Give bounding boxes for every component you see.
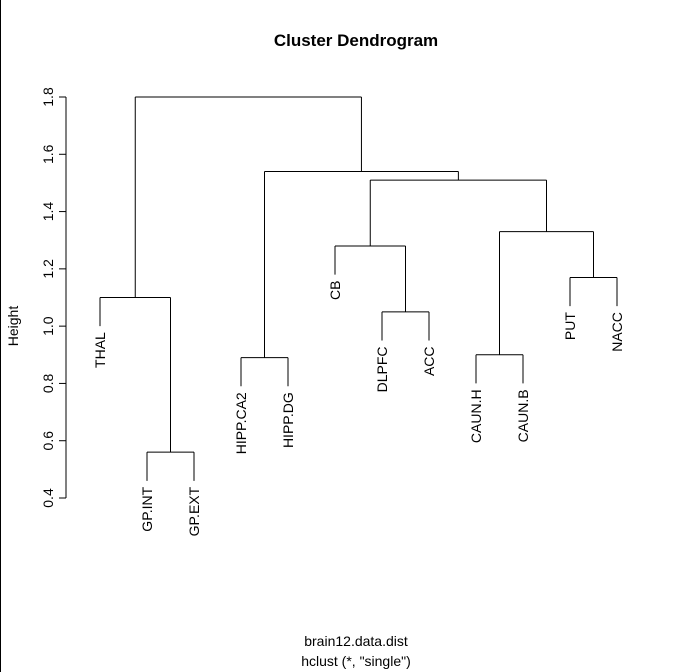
y-tick-label: 0.6: [40, 431, 56, 451]
leaf-label: ACC: [421, 346, 437, 376]
method-label: hclust (*, "single"): [301, 653, 411, 669]
leaf-label: HIPP.CA2: [233, 392, 249, 454]
dendrogram-tree: [99, 96, 618, 481]
y-tick-label: 1.0: [40, 316, 56, 336]
y-tick-label: 1.6: [40, 144, 56, 164]
y-tick-label: 1.2: [40, 259, 56, 279]
leaf-label: THAL: [92, 332, 108, 368]
leaf-label: PUT: [562, 312, 578, 340]
chart-title: Cluster Dendrogram: [274, 31, 438, 50]
y-tick-label: 1.4: [40, 202, 56, 222]
leaf-label: CB: [327, 281, 343, 300]
leaf-label: NACC: [609, 312, 625, 352]
leaf-label: DLPFC: [374, 346, 390, 392]
leaf-label: GP.EXT: [186, 486, 202, 536]
y-tick-label: 1.8: [40, 87, 56, 107]
left-border: [0, 0, 1, 672]
x-axis-label: brain12.data.dist: [304, 633, 408, 649]
leaf-label: CAUN.H: [468, 389, 484, 443]
leaf-labels: THAL GP.INT GP.EXT HIPP.CA2 HIPP.DG CB DLPFC AC…: [92, 281, 625, 537]
y-axis: 0.4 0.6 0.8 1.0 1.2 1.4 1.6 1.8: [40, 87, 67, 508]
leaf-label: CAUN.B: [515, 389, 531, 442]
y-tick-label: 0.4: [40, 488, 56, 508]
y-tick-label: 0.8: [40, 373, 56, 393]
leaf-label: GP.INT: [139, 486, 155, 531]
y-axis-label: Height: [5, 306, 21, 347]
leaf-label: HIPP.DG: [280, 392, 296, 448]
